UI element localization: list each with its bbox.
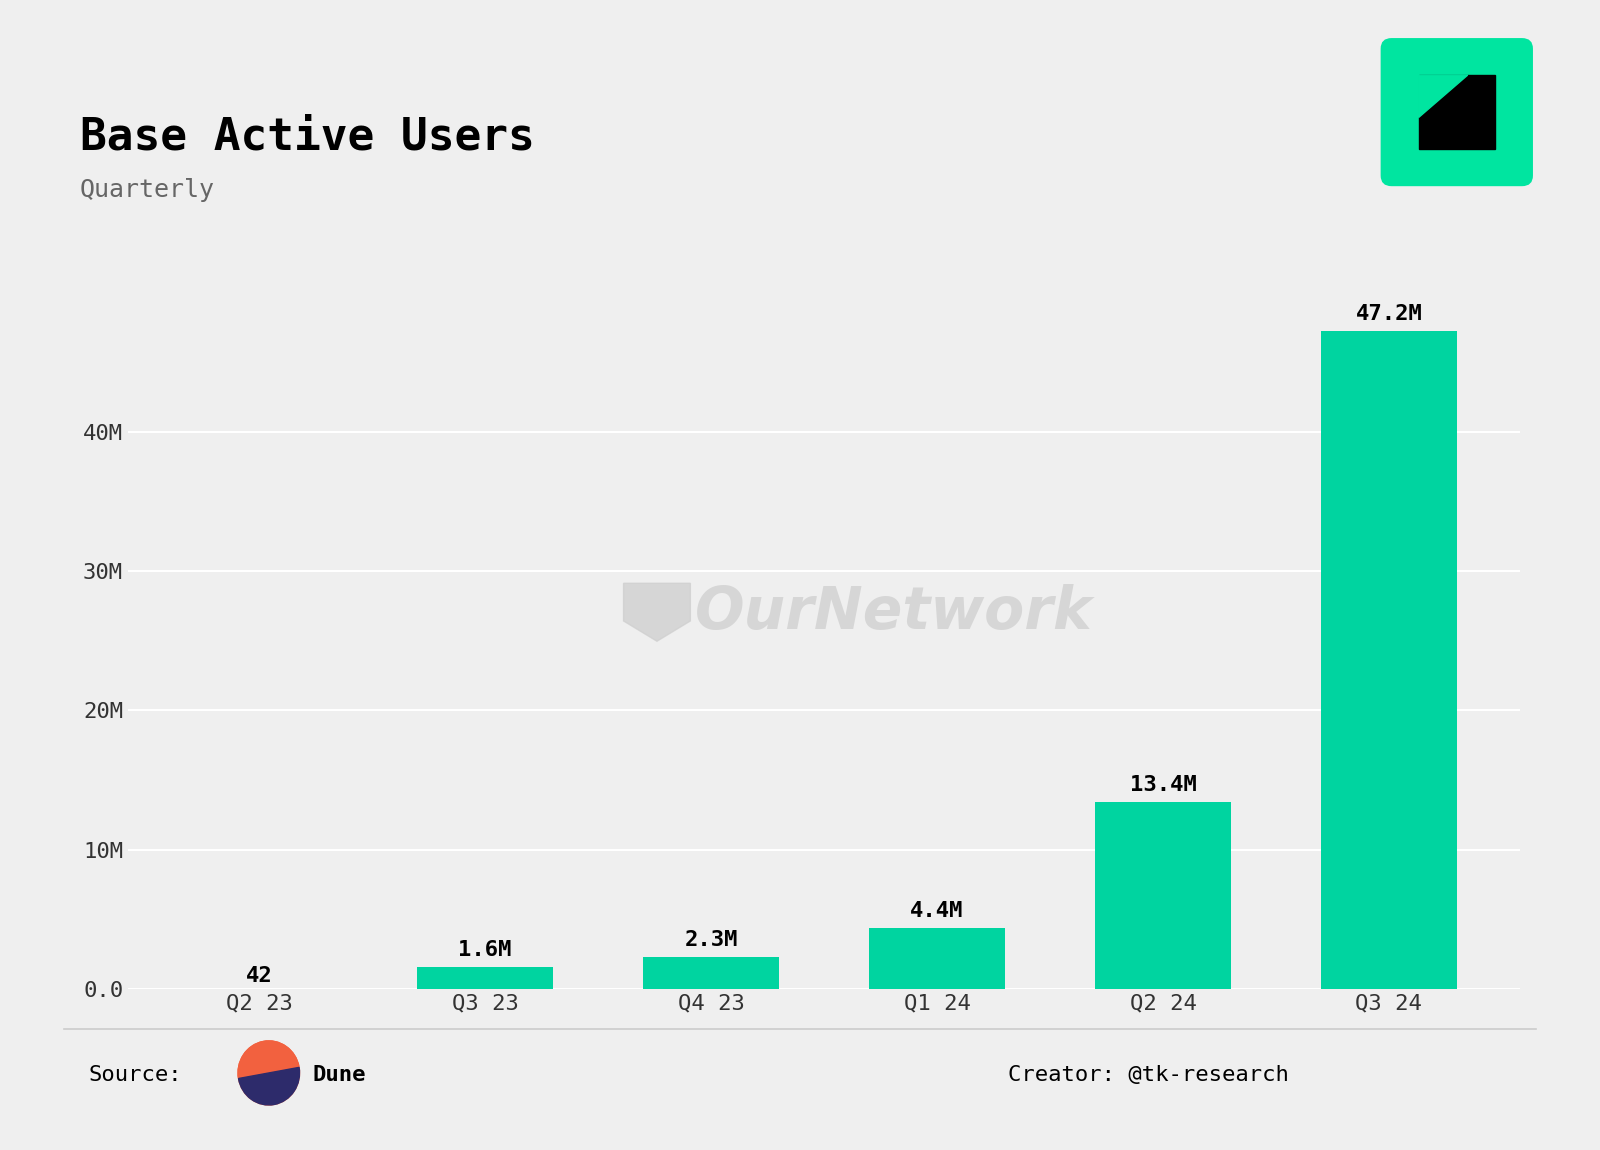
Wedge shape (238, 1041, 299, 1079)
Text: Base Active Users: Base Active Users (80, 115, 534, 158)
Circle shape (238, 1041, 299, 1105)
Text: 2.3M: 2.3M (685, 930, 738, 950)
Text: Quarterly: Quarterly (80, 178, 214, 202)
Bar (1322, 331, 1456, 989)
Wedge shape (238, 1067, 299, 1105)
Text: OurNetwork: OurNetwork (694, 584, 1093, 641)
Bar (1094, 803, 1230, 989)
Bar (418, 967, 554, 989)
Text: 42: 42 (246, 966, 272, 987)
Text: 47.2M: 47.2M (1355, 305, 1422, 324)
Text: 1.6M: 1.6M (458, 940, 512, 960)
FancyBboxPatch shape (1381, 38, 1533, 186)
Polygon shape (1419, 75, 1494, 150)
Text: Source:: Source: (88, 1065, 182, 1086)
Text: 13.4M: 13.4M (1130, 775, 1197, 796)
Bar (643, 957, 779, 989)
Bar (869, 928, 1005, 989)
Polygon shape (1419, 75, 1467, 117)
Text: Creator: @tk-research: Creator: @tk-research (1008, 1065, 1290, 1086)
Text: 4.4M: 4.4M (910, 900, 963, 921)
Text: Dune: Dune (312, 1065, 365, 1086)
Polygon shape (624, 583, 690, 642)
